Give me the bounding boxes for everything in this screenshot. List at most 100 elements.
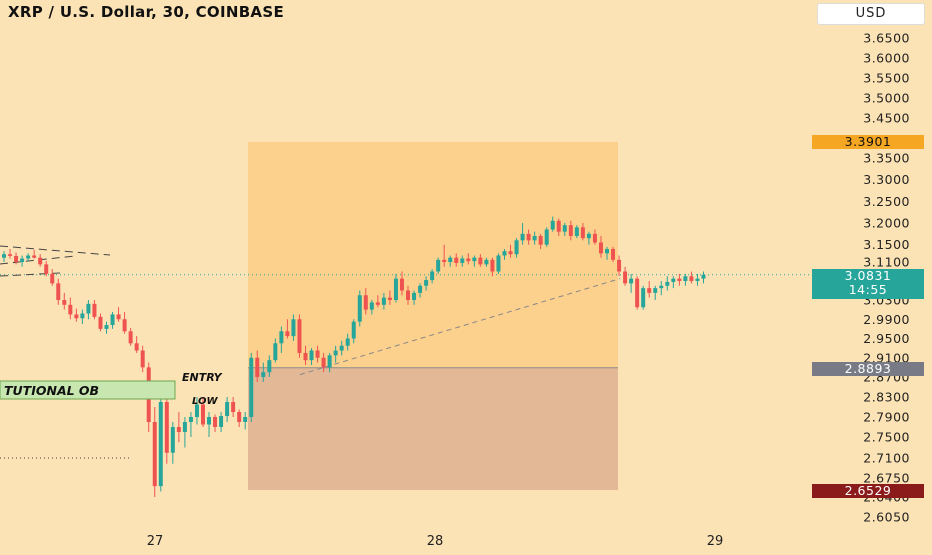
candle-body <box>580 227 585 239</box>
candle-body <box>611 249 616 260</box>
candle-body <box>267 360 272 373</box>
candle-body <box>297 319 302 353</box>
candle-body <box>225 402 230 416</box>
candle-body <box>369 302 374 310</box>
candle-body <box>44 264 49 274</box>
candle-body <box>586 233 591 239</box>
candle-body <box>641 288 646 308</box>
candle-body <box>454 257 459 263</box>
candle-body <box>14 255 19 262</box>
candle-body <box>526 233 531 241</box>
candle-body <box>418 285 423 293</box>
candle-body <box>8 254 13 256</box>
y-tick-label: 3.6000 <box>863 51 910 66</box>
y-tick-label: 2.7500 <box>863 430 910 445</box>
low-label: LOW <box>192 396 219 407</box>
candle-body <box>442 259 447 262</box>
x-axis[interactable]: 27 28 29 <box>147 534 724 549</box>
y-tick-label: 2.9900 <box>863 312 910 327</box>
y-tick-label: 3.4500 <box>863 111 910 126</box>
y-tick-label: 2.8300 <box>863 390 910 405</box>
candle-body <box>194 404 199 417</box>
candle-body <box>683 276 688 281</box>
candle-body <box>285 331 290 337</box>
y-tick-label: 2.7100 <box>863 451 910 466</box>
candle-body <box>406 290 411 300</box>
y-tick-label: 2.6750 <box>863 471 910 486</box>
candle-body <box>152 422 157 487</box>
candle-body <box>623 271 628 284</box>
candle-body <box>430 271 435 281</box>
candle-body <box>116 314 121 320</box>
candle-body <box>647 288 652 293</box>
y-tick-label: 2.9500 <box>863 331 910 346</box>
candle-body <box>158 402 163 487</box>
y-tick-label: 3.1100 <box>863 255 910 270</box>
candle-body <box>345 338 350 346</box>
candle-body <box>448 257 453 262</box>
candle-body <box>98 316 103 329</box>
candle-body <box>514 240 519 255</box>
candle-body <box>357 295 362 322</box>
y-tick-label: 3.6500 <box>863 31 910 46</box>
candle-body <box>695 278 700 281</box>
candle-body <box>502 251 507 256</box>
candle-body <box>387 297 392 300</box>
candle-body <box>200 404 205 425</box>
candle-body <box>671 278 676 282</box>
position-zones <box>248 141 618 490</box>
candle-body <box>544 229 549 245</box>
candle-body <box>32 255 37 258</box>
candle-body <box>249 357 254 417</box>
annotations-group: TUTIONAL OB ENTRY LOW <box>0 371 223 407</box>
x-tick-label: 27 <box>147 534 164 549</box>
last-price-tag: 3.0831 14:55 <box>812 269 924 299</box>
candle-body <box>20 258 25 262</box>
candle-body <box>363 295 368 310</box>
candle-body <box>170 427 175 453</box>
candle-body <box>92 303 97 317</box>
y-tick-label: 2.9100 <box>863 350 910 365</box>
candle-body <box>237 412 242 422</box>
candle-body <box>122 319 127 332</box>
candle-body <box>134 343 139 351</box>
candle-body <box>508 251 513 255</box>
candle-body <box>472 257 477 262</box>
candle-body <box>412 292 417 300</box>
currency-selector[interactable]: USD <box>817 3 925 25</box>
stop-price-value: 2.6529 <box>844 483 892 498</box>
candle-body <box>490 259 495 272</box>
candle-body <box>321 357 326 368</box>
candle-body <box>140 350 145 368</box>
candle-body <box>176 427 181 432</box>
candle-body <box>68 304 73 315</box>
institutional-ob-label: TUTIONAL OB <box>4 383 99 398</box>
candle-body <box>617 259 622 272</box>
entry-price-tag: 2.8893 <box>812 362 924 376</box>
candle-body <box>243 417 248 422</box>
candle-body <box>436 259 441 272</box>
y-tick-label: 2.6050 <box>863 510 910 525</box>
candle-body <box>556 220 561 232</box>
candle-body <box>56 283 61 300</box>
profit-zone <box>248 141 618 368</box>
drawing-lines <box>0 245 812 459</box>
candle-body <box>351 321 356 339</box>
candle-body <box>110 314 115 326</box>
candle-body <box>520 233 525 241</box>
entry-label: ENTRY <box>182 371 223 384</box>
candle-body <box>303 352 308 361</box>
candle-body <box>592 233 597 243</box>
target-price-tag: 3.3901 <box>812 135 924 149</box>
candle-body <box>50 273 55 284</box>
candle-body <box>538 236 543 245</box>
candle-body <box>2 254 6 258</box>
candle-body <box>291 319 296 337</box>
candle-body <box>598 242 603 254</box>
candle-body <box>327 355 332 368</box>
candles-group <box>2 216 706 497</box>
candle-body <box>38 257 43 265</box>
candle-body <box>188 417 193 422</box>
